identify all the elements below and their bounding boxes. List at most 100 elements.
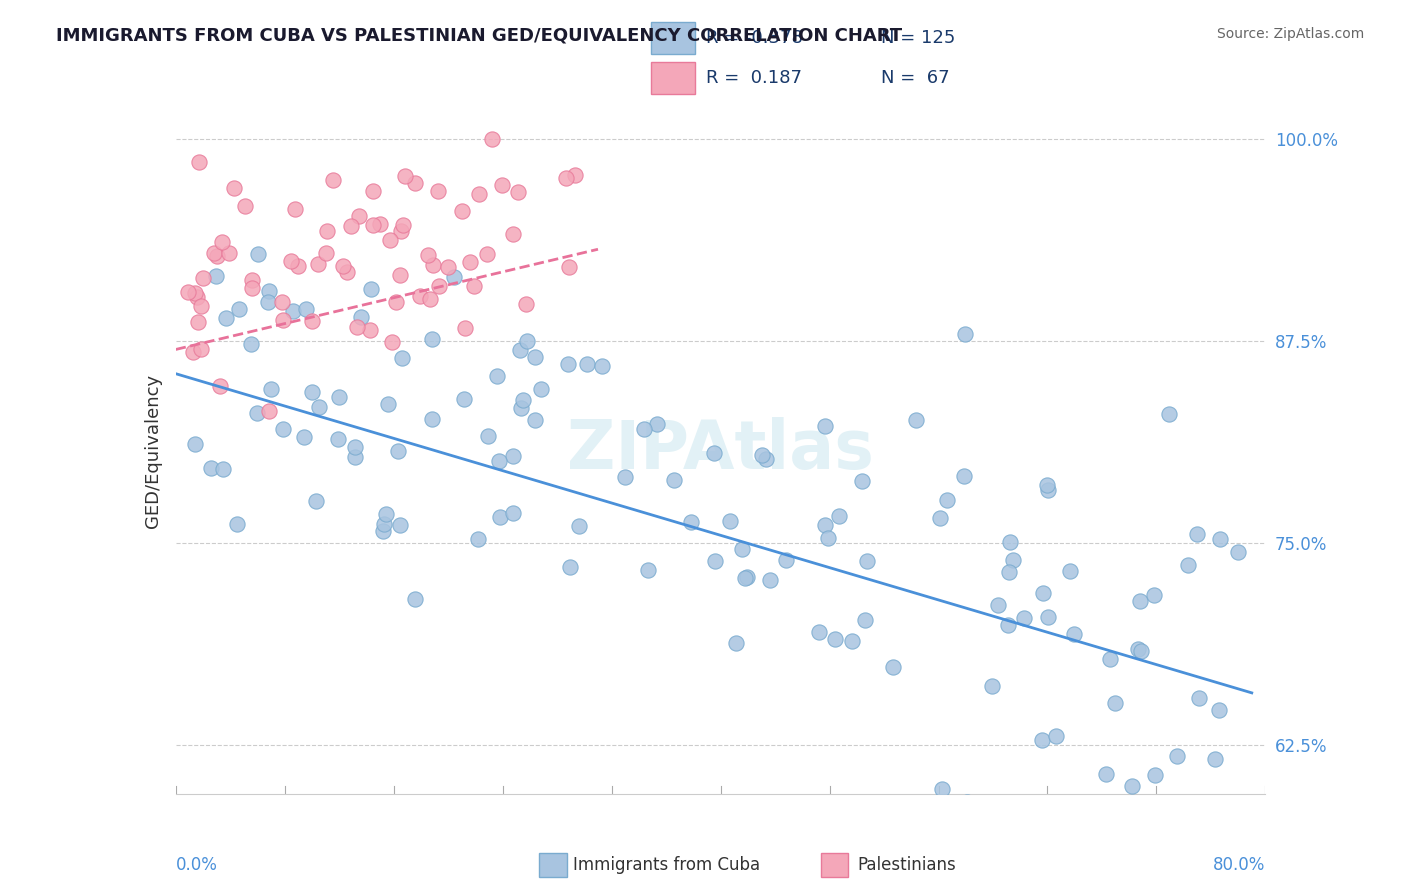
- Point: [1095, 767, 1118, 781]
- Text: IMMIGRANTS FROM CUBA VS PALESTINIAN GED/EQUIVALENCY CORRELATION CHART: IMMIGRANTS FROM CUBA VS PALESTINIAN GED/…: [56, 27, 903, 45]
- Point: [1098, 651, 1121, 665]
- Point: [374, 507, 396, 521]
- Point: [468, 187, 491, 202]
- Point: [360, 282, 382, 296]
- Point: [515, 296, 537, 310]
- Point: [828, 509, 851, 524]
- Point: [240, 281, 263, 295]
- Point: [420, 412, 443, 426]
- Point: [359, 323, 381, 337]
- Point: [281, 304, 304, 318]
- Point: [953, 327, 976, 342]
- Point: [817, 531, 839, 545]
- Point: [645, 417, 668, 431]
- Point: [211, 462, 233, 476]
- Point: [427, 279, 450, 293]
- Point: [246, 406, 269, 420]
- Point: [437, 260, 460, 274]
- Point: [200, 460, 222, 475]
- Point: [591, 359, 613, 373]
- Point: [458, 254, 481, 268]
- Point: [186, 289, 208, 303]
- Point: [419, 293, 441, 307]
- Point: [824, 632, 846, 646]
- Point: [222, 181, 245, 195]
- Point: [477, 429, 499, 443]
- Point: [240, 337, 263, 351]
- Point: [814, 517, 837, 532]
- Point: [205, 249, 228, 263]
- Point: [454, 321, 477, 335]
- Point: [614, 469, 637, 483]
- Point: [409, 289, 432, 303]
- Point: [524, 350, 547, 364]
- Point: [1188, 690, 1211, 705]
- Point: [316, 224, 339, 238]
- Text: R = -0.378: R = -0.378: [706, 29, 803, 47]
- Point: [703, 446, 725, 460]
- Point: [557, 357, 579, 371]
- Point: [488, 510, 510, 524]
- Point: [418, 247, 440, 261]
- Text: Immigrants from Cuba: Immigrants from Cuba: [574, 856, 761, 874]
- Point: [882, 660, 904, 674]
- Point: [184, 286, 207, 301]
- Point: [929, 510, 952, 524]
- Point: [385, 295, 408, 310]
- Point: [305, 493, 328, 508]
- Point: [724, 636, 747, 650]
- Point: [257, 294, 280, 309]
- Point: [260, 382, 283, 396]
- Point: [301, 384, 323, 399]
- Point: [211, 235, 233, 249]
- Point: [273, 422, 295, 436]
- Point: [905, 413, 928, 427]
- Point: [735, 570, 758, 584]
- Point: [1142, 588, 1164, 602]
- Point: [486, 369, 509, 384]
- Point: [936, 492, 959, 507]
- Point: [202, 246, 225, 260]
- Point: [228, 302, 250, 317]
- Point: [287, 260, 309, 274]
- Point: [284, 202, 307, 216]
- Point: [193, 271, 215, 285]
- Point: [855, 554, 877, 568]
- Point: [931, 781, 953, 796]
- Point: [422, 332, 444, 346]
- Point: [205, 269, 228, 284]
- Point: [187, 315, 209, 329]
- Point: [215, 310, 238, 325]
- Point: [1144, 768, 1167, 782]
- Text: R =  0.187: R = 0.187: [706, 70, 801, 87]
- Point: [259, 403, 281, 417]
- Point: [576, 357, 599, 371]
- Point: [1038, 610, 1060, 624]
- Point: [509, 343, 531, 358]
- Point: [1032, 586, 1054, 600]
- Point: [987, 599, 1010, 613]
- Point: [301, 314, 323, 328]
- Point: [734, 571, 756, 585]
- Point: [344, 450, 367, 465]
- Point: [328, 390, 350, 404]
- Point: [1059, 564, 1081, 578]
- Text: 80.0%: 80.0%: [1213, 856, 1265, 874]
- Point: [1204, 752, 1226, 766]
- Point: [307, 257, 329, 271]
- Point: [523, 413, 546, 427]
- Point: [190, 299, 212, 313]
- Point: [315, 246, 337, 260]
- Point: [190, 343, 212, 357]
- Point: [187, 154, 209, 169]
- Point: [731, 542, 754, 557]
- Point: [280, 253, 302, 268]
- Point: [404, 591, 426, 606]
- Point: [467, 533, 489, 547]
- Point: [453, 392, 475, 407]
- Text: 0.0%: 0.0%: [176, 856, 218, 874]
- Point: [1177, 558, 1199, 572]
- Point: [426, 184, 449, 198]
- Point: [509, 401, 531, 415]
- Point: [271, 313, 294, 327]
